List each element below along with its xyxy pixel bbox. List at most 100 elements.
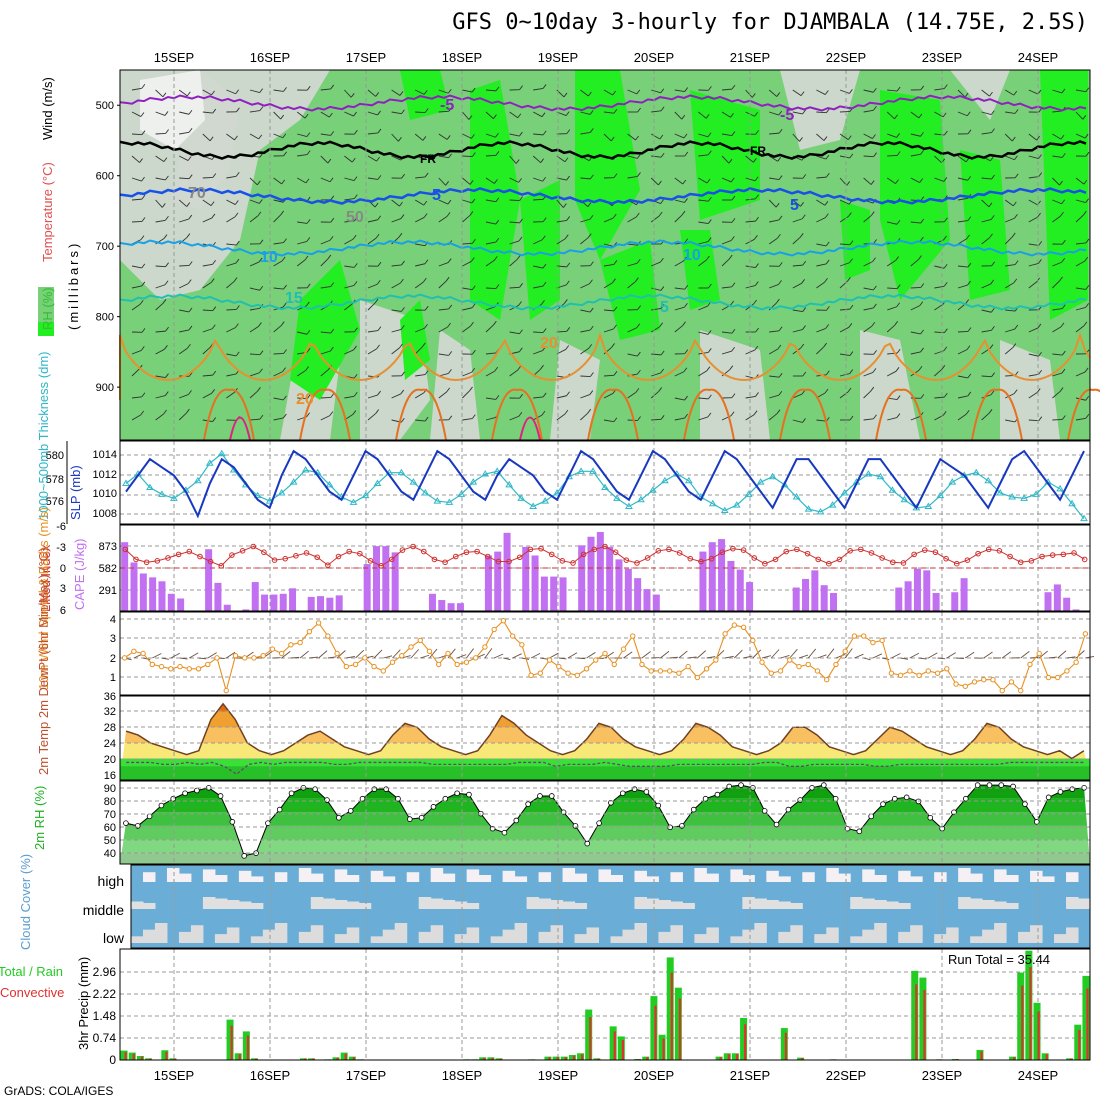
wind-barb — [415, 374, 426, 377]
wind10m-point — [177, 663, 183, 670]
wind-barb — [438, 133, 448, 140]
wind-barb — [131, 111, 142, 117]
wind-barb-flag — [683, 367, 688, 373]
wind-barb-flag — [1013, 389, 1018, 394]
wind-barb — [792, 199, 801, 207]
wind-barb-flag — [209, 136, 214, 142]
cloud-high — [514, 876, 528, 882]
wind-barb-flag — [469, 211, 474, 216]
cloud-low — [142, 929, 156, 943]
li-point — [602, 543, 608, 550]
wind-barb-flag — [683, 256, 687, 262]
wind-barb-flag — [469, 180, 474, 185]
wind-barb — [627, 281, 636, 289]
wind-barb — [391, 89, 401, 96]
wind-barb-flag — [967, 373, 972, 379]
wind10m-barb — [807, 648, 817, 659]
wind-barb-flag — [306, 132, 311, 137]
wind-barb — [344, 265, 355, 268]
rh-legend-swatch-high — [38, 322, 54, 336]
wind-barb — [367, 302, 376, 311]
wind-barb-flag — [660, 88, 665, 94]
wind-barb-flag — [471, 303, 476, 309]
wind-barb-flag — [518, 411, 523, 417]
wind10m-point — [417, 637, 423, 644]
thickness-tick: 576 — [46, 496, 64, 508]
precip-bar — [715, 1056, 723, 1060]
cloud-low — [550, 925, 564, 943]
wind-barb-flag — [353, 216, 358, 222]
wind-barb-flag — [424, 305, 429, 311]
precip-convective-bar — [132, 1053, 135, 1060]
li-point — [1081, 556, 1088, 563]
wind-barb-flag — [894, 114, 898, 120]
wind-barb — [721, 258, 730, 267]
wind10m-point — [750, 637, 756, 644]
wind-barb-flag — [188, 174, 193, 179]
li-point — [687, 555, 694, 562]
wind-barb-flag — [826, 108, 830, 113]
cloud-low — [658, 931, 671, 943]
cloud-low — [430, 925, 444, 943]
wind-barb — [934, 265, 945, 269]
cloud-high — [646, 876, 659, 882]
wind-barb — [745, 155, 754, 163]
wind-barb-flag — [564, 409, 569, 415]
wind-barb-flag — [1085, 285, 1090, 290]
wind10m-barb — [420, 654, 430, 659]
wind-barb-flag — [613, 371, 618, 376]
wind10m-barb — [956, 657, 964, 659]
wind-barb-flag — [825, 324, 830, 329]
wind-barb-flag — [1085, 395, 1090, 401]
wind-barb — [179, 393, 189, 399]
precip-convective-bar — [230, 1025, 233, 1060]
wind-barb — [415, 111, 426, 113]
wind-barb — [934, 396, 945, 399]
wind-barb-flag — [1084, 133, 1089, 139]
cloud-middle — [790, 903, 803, 909]
wind-barb — [981, 177, 992, 180]
thickness-point — [924, 502, 933, 509]
wind-barb — [367, 237, 377, 245]
wind-barb-flag — [660, 368, 665, 374]
wind-barb — [367, 155, 377, 162]
wind-barb-flag — [212, 173, 217, 178]
wind-barb — [1028, 327, 1039, 333]
wind-barb — [603, 263, 614, 267]
precip-bar — [299, 1058, 307, 1060]
precip-bar — [495, 1058, 503, 1060]
wind-barb-flag — [283, 395, 287, 401]
wind-barb — [839, 262, 850, 267]
wind-barb-flag — [1061, 199, 1066, 205]
moist-region — [1040, 70, 1088, 320]
wind10m-point — [602, 650, 608, 657]
date-label-top: 18SEP — [442, 50, 482, 65]
wind-barb — [816, 243, 827, 247]
cloud-middle — [466, 903, 480, 909]
li-point — [612, 549, 619, 556]
wind-barb — [249, 177, 258, 186]
wind-barb-flag — [872, 368, 877, 373]
wind-barb-flag — [186, 202, 191, 207]
wind-barb-flag — [306, 412, 311, 418]
wind-barb-flag — [871, 321, 876, 327]
rh-floor — [120, 853, 1090, 864]
wind-barb-flag — [377, 390, 381, 396]
wind-barb-flag — [563, 92, 568, 98]
wind-barb — [320, 111, 330, 118]
wind-barb-flag — [423, 90, 428, 95]
wind-barb-flag — [964, 92, 969, 98]
wind-barb-flag — [802, 307, 807, 312]
precip-convective-bar — [744, 1024, 747, 1060]
wind-barb-flag — [728, 254, 733, 260]
wind-barb-flag — [849, 369, 854, 374]
wind10m-barb — [725, 655, 734, 659]
cape-tick: 582 — [99, 563, 117, 575]
wind-barb — [698, 259, 707, 267]
wind-barb — [886, 111, 895, 120]
wind-barb — [485, 287, 497, 289]
wind-barb-flag — [542, 176, 547, 182]
cloud-middle — [202, 897, 216, 909]
wind-barb — [344, 349, 354, 355]
wind-barb — [273, 89, 284, 92]
